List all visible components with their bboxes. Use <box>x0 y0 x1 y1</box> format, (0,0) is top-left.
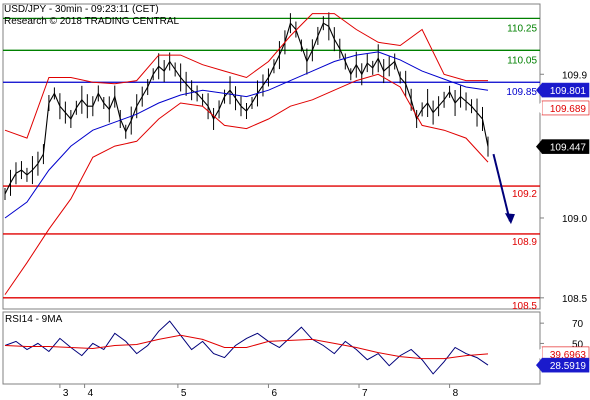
rsi-series-rsi <box>4 320 489 375</box>
price-value-tag-pointer <box>536 83 542 98</box>
level-label-3: 109.2 <box>512 189 537 200</box>
x-tick-label-4: 7 <box>362 388 368 399</box>
x-tick-label-1: 4 <box>88 388 94 399</box>
header-line-1: USD/JPY - 30min - 09:23:11 (CET) <box>4 4 159 15</box>
level-label-5: 108.5 <box>512 301 537 312</box>
level-label-0: 110.25 <box>507 23 537 34</box>
x-tick-label-0: 3 <box>63 388 69 399</box>
header-line-2: Research © 2018 TRADING CENTRAL <box>4 16 179 27</box>
price-value-tag-label-1: 109.689 <box>550 104 587 115</box>
level-label-2: 109.85 <box>506 87 537 98</box>
price-value-tag-label-2: 109.447 <box>550 143 587 154</box>
price-y-tick-label-0: 108.5 <box>562 294 587 305</box>
rsi-value-tag-pointer <box>536 358 542 373</box>
price-value-tag-label-0: 109.801 <box>550 86 587 97</box>
rsi-value-tag-pointer <box>536 346 542 361</box>
rsi-series-rsi-ma <box>4 334 489 360</box>
price-plot-frame <box>2 3 541 310</box>
price-y-tick-label-2: 109.9 <box>562 70 587 81</box>
rsi-y-tick-label-1: 50 <box>572 339 584 350</box>
forecast-arrow-shaft <box>492 153 511 222</box>
price-value-tag-pointer <box>536 139 542 154</box>
price-y-tick-label-1: 109.0 <box>562 214 587 225</box>
price-value-tag-pointer <box>536 100 542 115</box>
x-tick-label-2: 5 <box>181 388 187 399</box>
forecast-arrow-head <box>504 213 515 225</box>
price-series-bollinger-upper <box>4 13 488 139</box>
rsi-panel-title: RSI14 - 9MA <box>5 314 63 325</box>
rsi-value-tag-label-0: 39.6963 <box>550 350 587 361</box>
price-series-moving-average <box>4 51 489 219</box>
price-series-bollinger-lower <box>4 73 489 295</box>
rsi-y-tick-label-2: 70 <box>572 319 584 330</box>
x-tick-label-5: 8 <box>453 388 459 399</box>
level-label-1: 110.05 <box>507 55 537 66</box>
rsi-value-tag-label-1: 28.5919 <box>550 361 587 372</box>
x-tick-label-3: 6 <box>271 388 277 399</box>
level-label-4: 108.9 <box>512 237 537 248</box>
